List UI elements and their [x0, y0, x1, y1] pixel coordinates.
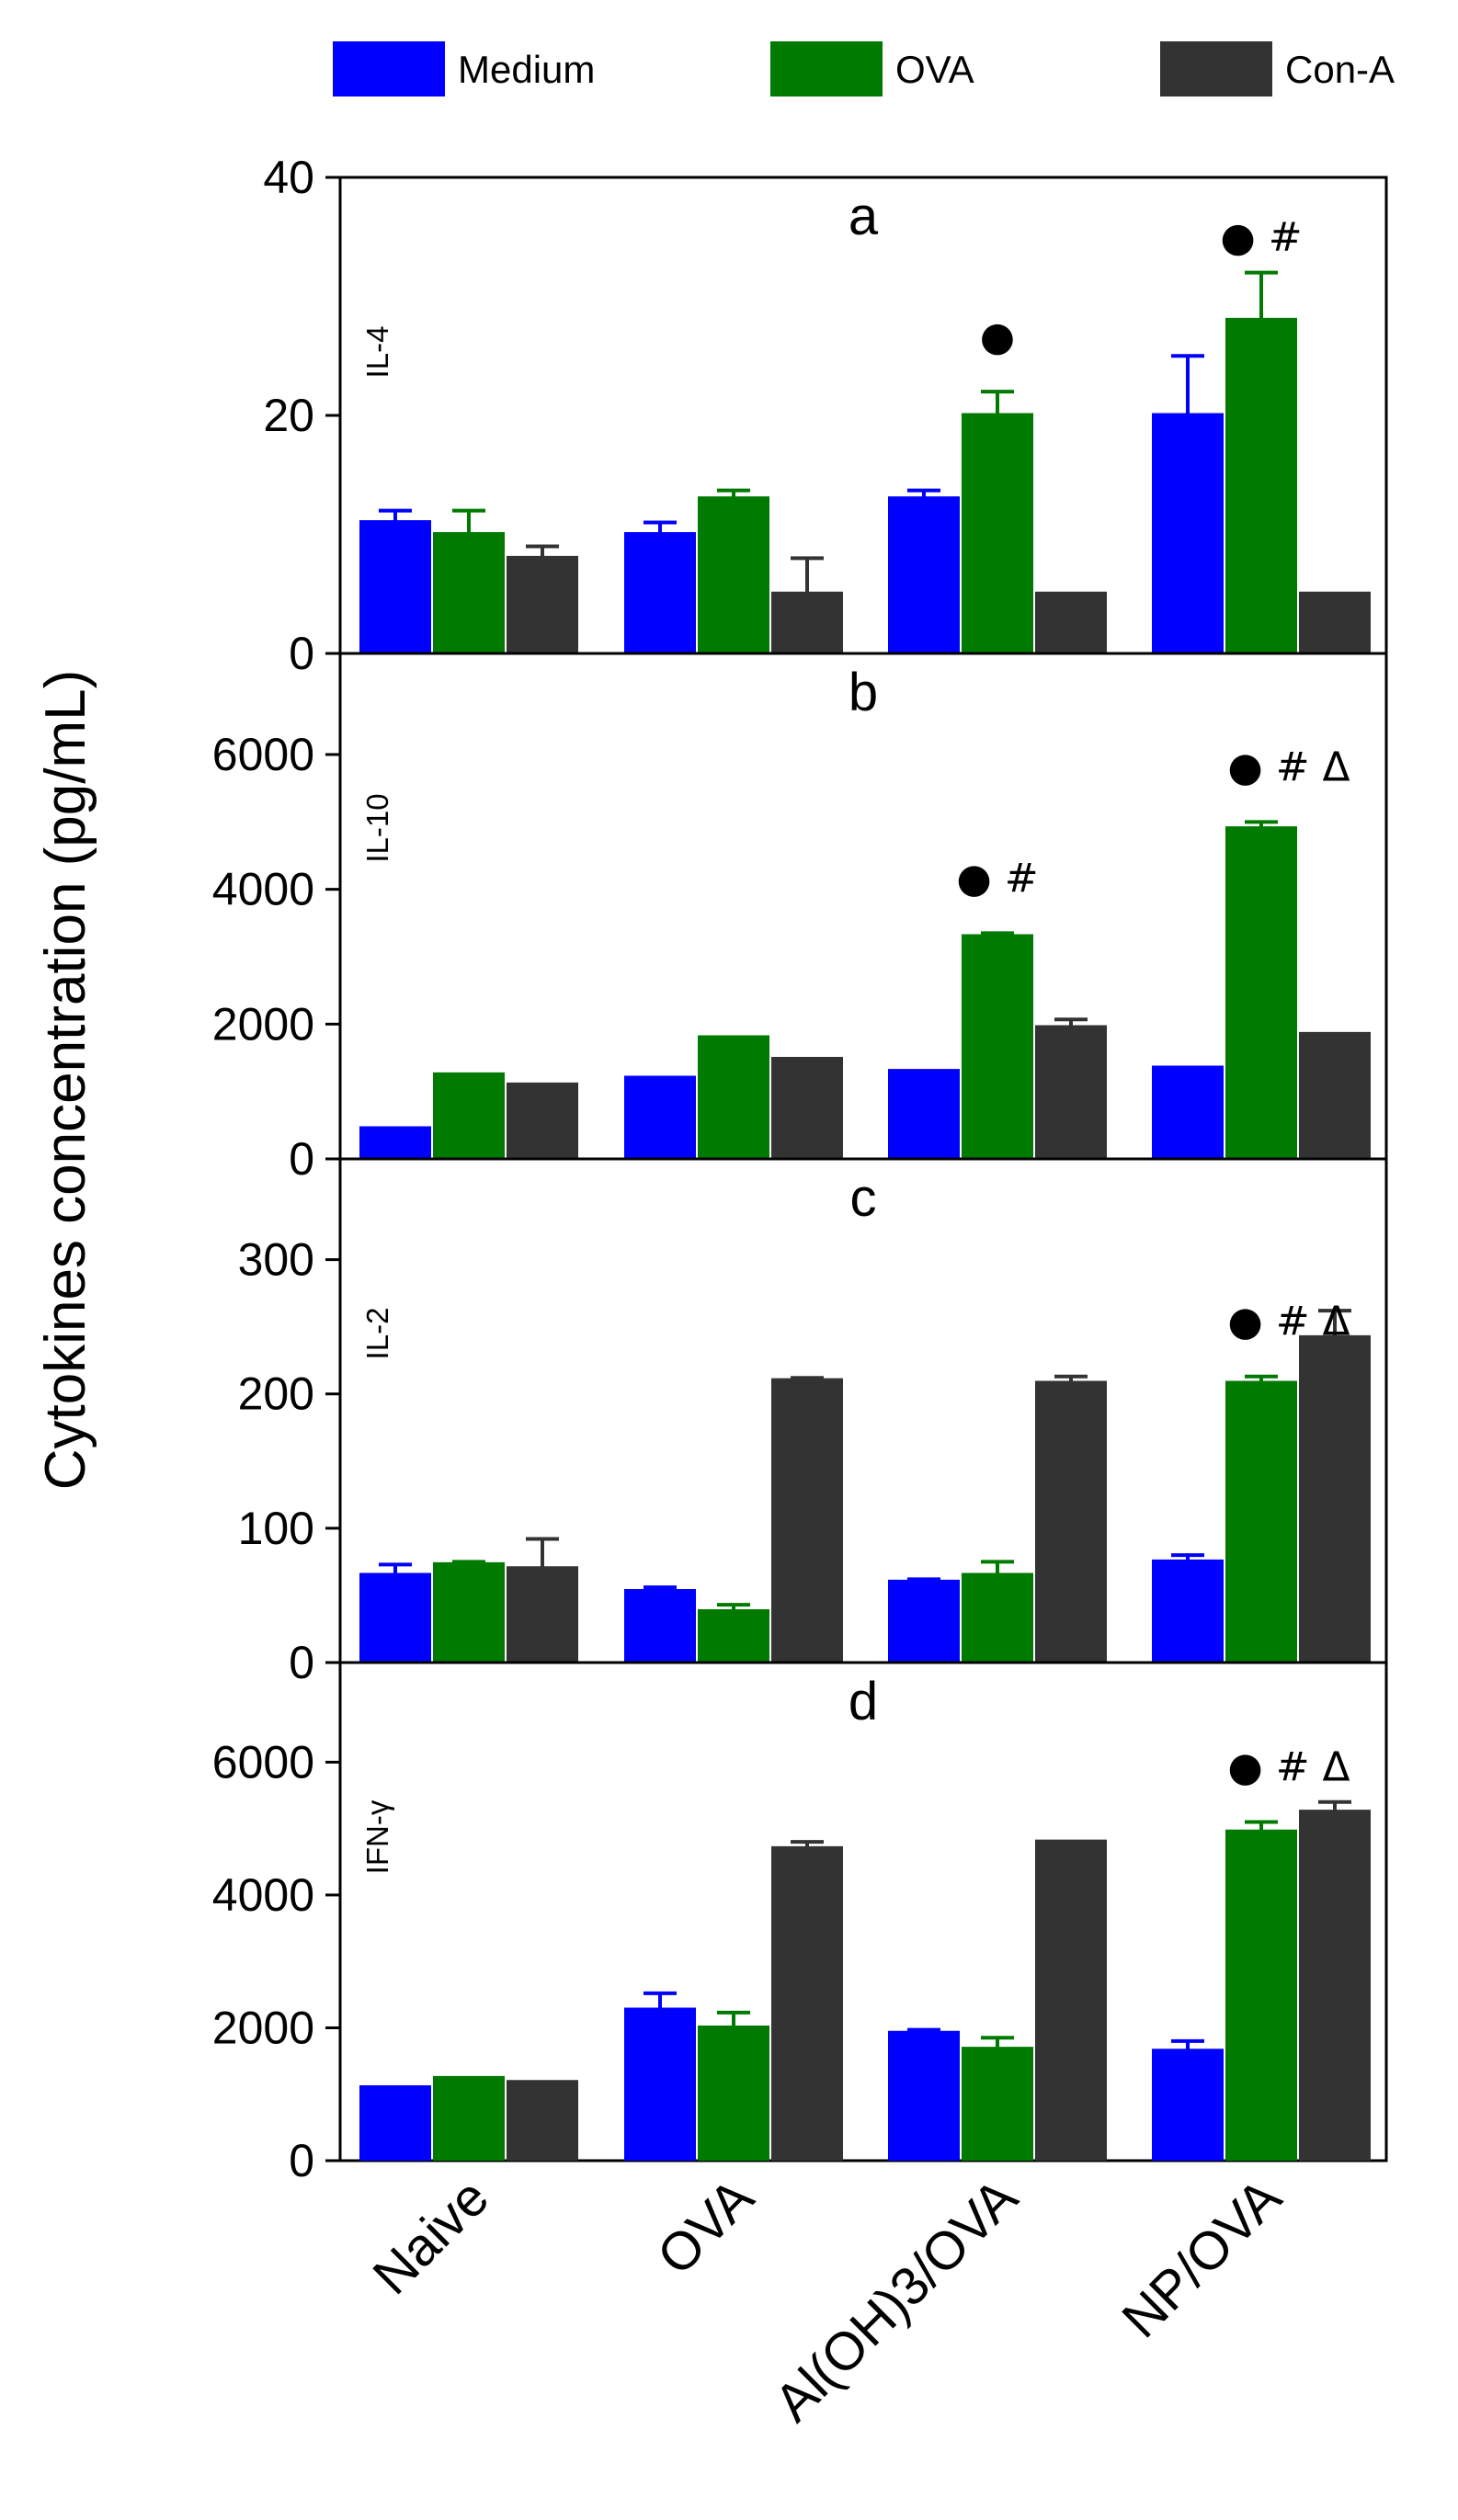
bar-medium-npova [1152, 415, 1224, 653]
cytokine-label: IFN-γ [360, 1799, 394, 1874]
y-tick-label: 200 [238, 1368, 314, 1420]
bar-con-a-npova [1299, 1337, 1371, 1663]
significance-marker: ● # Δ [1227, 1743, 1350, 1790]
bar-medium-ova [624, 2009, 696, 2161]
panel-a: 0 20 40 a IL-4 ● ● # [263, 152, 1388, 679]
y-tick-label: 2000 [212, 2002, 314, 2053]
legend-label-con-a: Con-A [1285, 48, 1395, 91]
bar-ova-aloh3ova [962, 936, 1033, 1159]
significance-marker: ● # Δ [1227, 744, 1350, 790]
bar-con-a-ova [771, 1380, 843, 1663]
bar-ova-ova [698, 2027, 769, 2161]
bar-ova-naive [433, 2078, 505, 2161]
bar-con-a-aloh3ova [1035, 1383, 1107, 1663]
significance-marker: ● [980, 313, 1015, 360]
bar-con-a-ova [771, 1848, 843, 2161]
category-label: NP/OVA [1111, 2167, 1293, 2349]
y-tick-label: 40 [263, 152, 314, 203]
bar-medium-naive [359, 522, 431, 653]
bar-con-a-aloh3ova [1035, 1842, 1107, 2161]
bar-medium-ova [624, 1078, 696, 1159]
y-tick-label: 4000 [212, 864, 314, 915]
legend-swatch-ova [770, 41, 883, 96]
y-tick-label: 6000 [212, 729, 314, 780]
y-tick-label: 2000 [212, 998, 314, 1050]
legend: Medium OVA Con-A [333, 41, 1395, 96]
bar-medium-aloh3ova [888, 1582, 960, 1663]
bar-con-a-npova [1299, 1034, 1371, 1159]
category-label: Al(OH)3/OVA [763, 2167, 1029, 2433]
bar-medium-aloh3ova [888, 2033, 960, 2161]
bar-medium-npova [1152, 1068, 1224, 1159]
bar-con-a-naive [507, 1568, 578, 1663]
bar-ova-naive [433, 1074, 505, 1159]
bar-medium-naive [359, 2087, 431, 2161]
panel-c: 0 100 200 300 c IL-2 ● # Δ [238, 1157, 1388, 1688]
legend-swatch-con-a [1160, 41, 1272, 96]
significance-marker: ● # Δ [1227, 1299, 1350, 1345]
y-tick-label: 0 [289, 1133, 314, 1185]
bar-medium-aloh3ova [888, 1071, 960, 1159]
panel-letter-d: d [849, 1672, 878, 1731]
bar-ova-npova [1225, 320, 1297, 653]
bar-ova-npova [1225, 1832, 1297, 2161]
bar-medium-naive [359, 1575, 431, 1663]
y-tick-label: 6000 [212, 1736, 314, 1788]
legend-swatch-medium [333, 41, 445, 96]
bar-con-a-npova [1299, 1811, 1371, 2161]
bar-ova-naive [433, 1564, 505, 1663]
y-axis-label: Cytokines concentration (pg/mL) [34, 670, 97, 1491]
cytokine-label: IL-10 [360, 793, 394, 862]
panel-letter-c: c [850, 1168, 877, 1228]
bar-ova-aloh3ova [962, 2049, 1033, 2161]
bar-ova-ova [698, 498, 769, 653]
significance-marker: ● # [956, 855, 1038, 902]
significance-marker: ● # [1220, 214, 1302, 261]
legend-label-medium: Medium [458, 48, 595, 91]
y-tick-label: 20 [263, 390, 314, 441]
panel-letter-a: a [849, 187, 879, 246]
category-label: Naive [361, 2167, 500, 2306]
bar-ova-aloh3ova [962, 415, 1033, 653]
panel-frame [338, 1661, 1388, 2162]
y-tick-label: 0 [289, 628, 314, 679]
bar-ova-aloh3ova [962, 1575, 1033, 1663]
panel-letter-b: b [849, 663, 878, 722]
bar-con-a-aloh3ova [1035, 1027, 1107, 1159]
y-tick-label: 4000 [212, 1869, 314, 1921]
y-tick-label: 300 [238, 1234, 314, 1286]
bar-medium-ova [624, 1591, 696, 1663]
bar-con-a-ova [771, 594, 843, 653]
bar-con-a-naive [507, 1084, 578, 1159]
bar-con-a-naive [507, 2082, 578, 2161]
bar-ova-ova [698, 1038, 769, 1159]
bar-ova-naive [433, 534, 505, 653]
bar-ova-ova [698, 1611, 769, 1663]
bar-con-a-aloh3ova [1035, 594, 1107, 653]
bar-medium-npova [1152, 1561, 1224, 1663]
bar-con-a-ova [771, 1059, 843, 1159]
bar-ova-npova [1225, 1383, 1297, 1663]
bar-medium-ova [624, 534, 696, 653]
bar-medium-naive [359, 1129, 431, 1159]
bar-medium-npova [1152, 2050, 1224, 2161]
panel-d: 0 2000 4000 6000 d IFN-γ ● # Δ [212, 1661, 1388, 2186]
cytokine-label: IL-2 [360, 1308, 394, 1360]
y-tick-label: 0 [289, 1637, 314, 1688]
y-tick-label: 0 [289, 2135, 314, 2186]
bar-ova-npova [1225, 828, 1297, 1159]
cytokine-label: IL-4 [360, 326, 394, 379]
panel-b: 0 2000 4000 6000 b IL-10 ● # ● # Δ [212, 652, 1388, 1185]
bar-con-a-naive [507, 558, 578, 653]
bar-medium-aloh3ova [888, 498, 960, 653]
bar-con-a-npova [1299, 594, 1371, 653]
category-label: OVA [646, 2167, 766, 2287]
y-tick-label: 100 [238, 1503, 314, 1554]
legend-label-ova: OVA [895, 48, 974, 91]
